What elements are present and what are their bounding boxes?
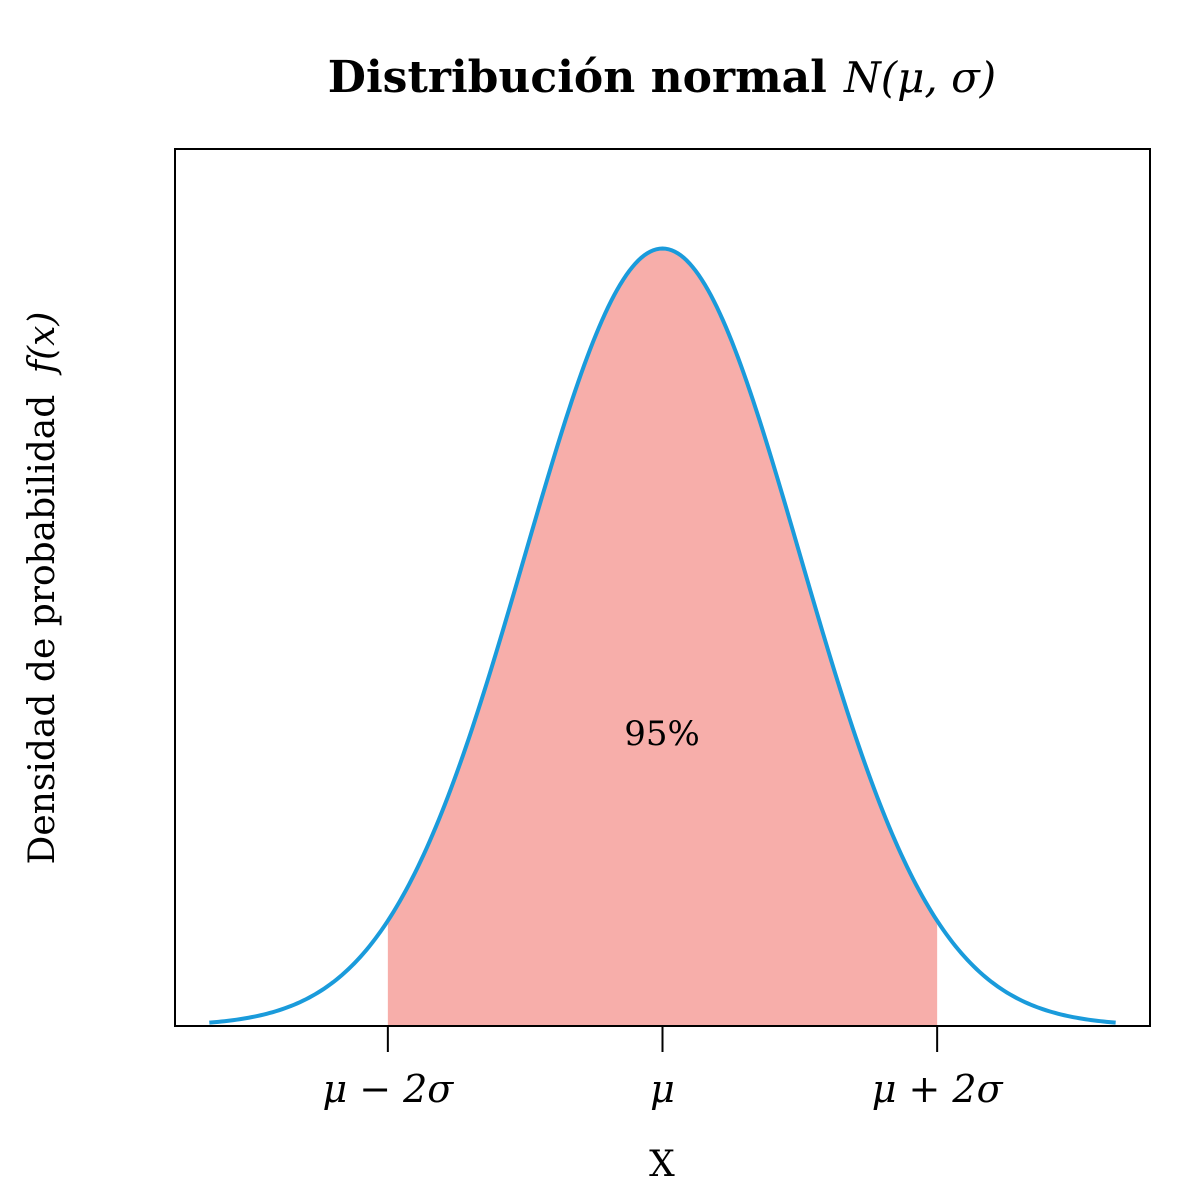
- x-axis-label: X: [649, 1144, 675, 1185]
- x-tick-label: μ: [650, 1067, 675, 1111]
- x-axis-ticks: μ − 2σ μ μ + 2σ: [322, 1026, 1004, 1111]
- x-tick-label: μ + 2σ: [872, 1067, 1004, 1111]
- density-curve: [209, 246, 1116, 1025]
- shaded-95-percent-area: [387, 248, 938, 1026]
- annotation-95-percent: 95%: [624, 714, 700, 754]
- y-axis-label: Densidad de probabilidad f(x): [22, 312, 63, 865]
- x-tick-label: μ − 2σ: [322, 1067, 454, 1111]
- chart-title: Distribución normal N(μ, σ): [328, 52, 996, 103]
